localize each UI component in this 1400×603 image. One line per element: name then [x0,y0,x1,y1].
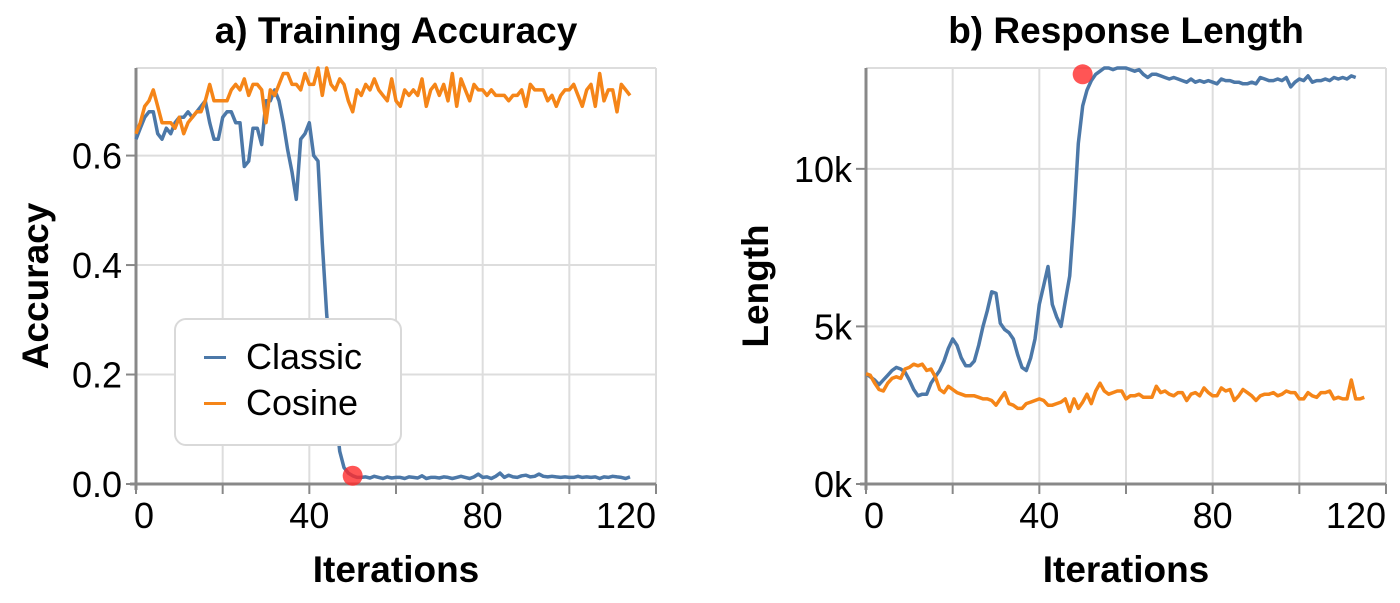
series-line-classic [864,66,1357,398]
legend-item-classic: Classic [204,336,362,378]
legend-label-classic: Classic [246,336,363,377]
y-tick-label: 0.6 [72,136,122,177]
x-tick-label: 80 [463,495,503,536]
axes: 0 40 80 120 0k 5k 10k [794,68,1387,536]
collapse-marker-icon [1072,64,1093,85]
chart-b-title: b) Response Length [948,10,1304,51]
y-tick-label: 0.4 [72,245,122,286]
legend-label-cosine: Cosine [246,382,359,423]
x-axis-label: Iterations [1043,549,1210,590]
series-line-cosine [865,362,1365,414]
y-tick-label: 5k [814,306,853,347]
chart-a-title: a) Training Accuracy [214,10,578,51]
response-length-chart: 0 40 80 120 0k 5k 10k Iterations Length [735,64,1387,590]
classic-line-swatch-icon [204,355,226,359]
series-line-classic [134,88,631,481]
x-tick-label: 120 [1326,495,1386,536]
x-tick-label: 120 [596,495,656,536]
axes: 0 40 80 120 0.0 0.2 0.4 0.6 [72,68,657,536]
collapse-marker-icon [342,465,363,486]
y-axis-label: Accuracy [15,202,56,369]
gridlines [865,67,1387,485]
y-tick-label: 0.0 [72,464,122,505]
y-axis-label: Length [735,224,776,347]
y-tick-label: 0.2 [72,355,122,396]
y-tick-label: 10k [794,149,853,190]
cosine-line-swatch-icon [204,401,226,405]
x-tick-label: 80 [1193,495,1233,536]
x-axis-label: Iterations [313,549,480,590]
x-tick-label: 40 [289,495,329,536]
y-tick-label: 0k [814,464,853,505]
series-line-cosine [134,66,632,136]
x-tick-label: 0 [864,495,884,536]
x-tick-label: 40 [1019,495,1059,536]
training-accuracy-chart: 0 40 80 120 0.0 0.2 0.4 0.6 Iterations Accuracy [15,66,657,590]
legend: Classic Cosine [174,318,402,446]
legend-item-cosine: Cosine [204,382,358,424]
x-tick-label: 0 [134,495,154,536]
